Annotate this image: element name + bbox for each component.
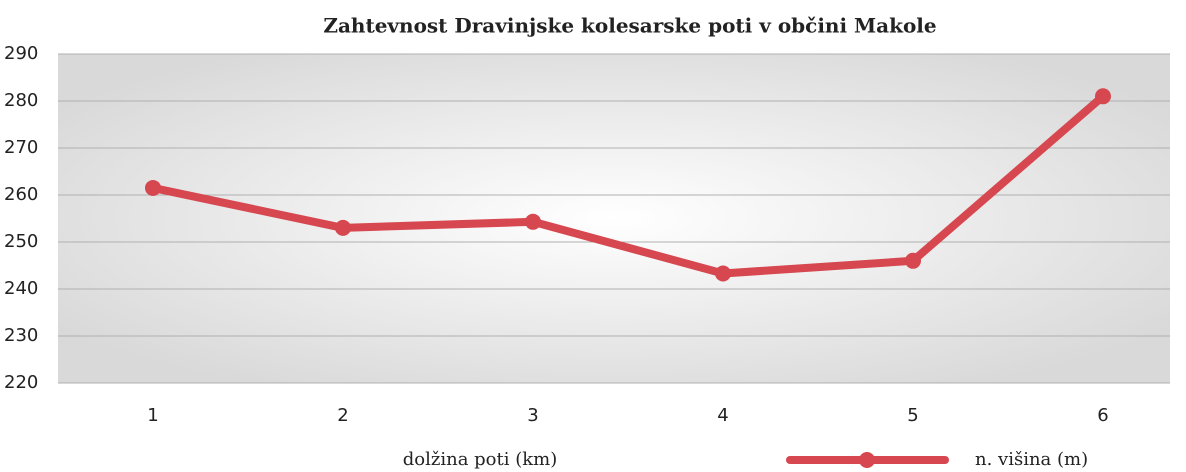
y-tick-label: 270: [4, 137, 38, 158]
y-tick-label: 290: [4, 43, 38, 64]
x-axis-label: dolžina poti (km): [403, 449, 558, 470]
plot-area: [58, 54, 1170, 383]
point: [1095, 88, 1111, 105]
legend-label: n. višina (m): [975, 449, 1088, 470]
point: [335, 219, 351, 236]
y-tick-label: 240: [4, 278, 38, 299]
point: [715, 265, 731, 282]
x-tick-label: 3: [527, 405, 538, 426]
point: [905, 252, 921, 269]
x-tick-label: 6: [1097, 405, 1108, 426]
point: [525, 213, 541, 230]
legend-marker: [859, 452, 875, 468]
line: [152, 93, 1106, 278]
y-tick-label: 260: [4, 184, 38, 205]
point: [145, 179, 161, 196]
chart-title: Zahtevnost Dravinjske kolesarske poti v …: [323, 14, 936, 38]
x-tick-label: 1: [147, 405, 158, 426]
y-tick-label: 280: [4, 90, 38, 111]
x-tick-label: 4: [717, 405, 728, 426]
y-tick-label: 230: [4, 325, 38, 346]
y-tick-label: 220: [4, 372, 38, 393]
x-tick-label: 5: [907, 405, 918, 426]
x-tick-label: 2: [337, 405, 348, 426]
y-tick-label: 250: [4, 231, 38, 252]
